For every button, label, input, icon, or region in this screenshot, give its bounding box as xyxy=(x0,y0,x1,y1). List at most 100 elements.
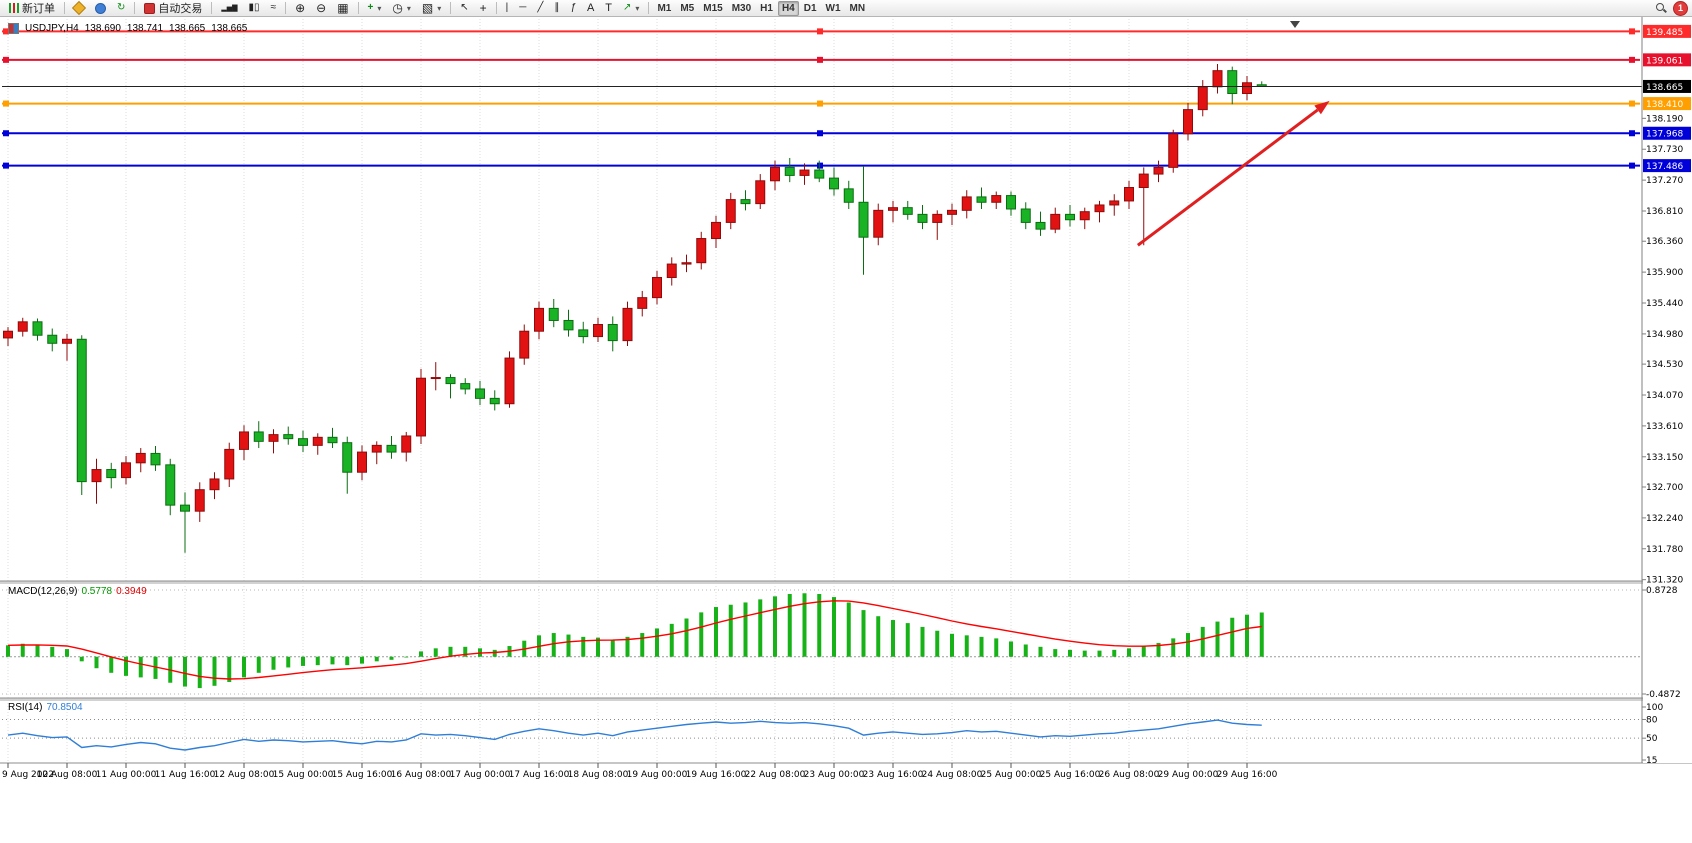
candle-body xyxy=(312,436,323,446)
candle-body xyxy=(62,338,72,344)
toolbar-separator xyxy=(648,2,650,14)
line-handle xyxy=(1629,56,1635,63)
timeframe-h1-button[interactable]: H1 xyxy=(756,1,777,16)
indicators-button[interactable]: + ▾ xyxy=(363,1,387,16)
zoom-out-button[interactable]: ⊖ xyxy=(311,1,331,16)
price-scale[interactable]: 138.190 137.730 137.270 136.810 136.360 135.9… xyxy=(1641,17,1692,766)
candle-body xyxy=(165,464,176,506)
vertical-line-tool-button[interactable]: | xyxy=(501,1,514,16)
time-axis-label: 29 Aug 00:00 xyxy=(1158,770,1219,780)
panel-splitters[interactable] xyxy=(0,580,1692,764)
time-axis-label: 9 Aug 2022 xyxy=(2,770,54,780)
line-handle xyxy=(3,56,9,63)
price-badge: 139.061 xyxy=(1643,53,1691,67)
chart-shift-marker[interactable] xyxy=(1290,21,1300,28)
channel-tool-button[interactable]: ∥ xyxy=(549,1,564,16)
toolbar: 新订单 ↻ 自动交易 ▂▅▇ ▮▯ ≈ ⊕ ⊖ ▦ + ▾ ◷ ▾ ▧ ▾ ↖ + |… xyxy=(0,0,1692,17)
candle-body xyxy=(3,330,13,339)
candle-body xyxy=(652,276,662,299)
line-chart-button[interactable]: ≈ xyxy=(266,1,282,16)
candle-body xyxy=(357,451,367,473)
macd-panel xyxy=(2,589,1640,695)
arrows-tool-button[interactable]: ↗ ▾ xyxy=(618,1,644,16)
candle-body xyxy=(947,209,957,215)
trendline-tool-button[interactable]: ╱ xyxy=(532,1,548,16)
text-label-tool-button[interactable]: T xyxy=(600,1,617,16)
market-watch-button[interactable] xyxy=(90,1,111,16)
toolbar-separator xyxy=(134,2,136,14)
candlestick-chart-button[interactable]: ▮▯ xyxy=(244,1,265,16)
fibonacci-tool-button[interactable]: ƒ xyxy=(565,1,581,16)
horizontal-lines[interactable] xyxy=(2,28,1640,169)
candle-body xyxy=(475,388,485,399)
price-scale-tick: 132.700 xyxy=(1646,483,1683,493)
periods-button[interactable]: ◷ ▾ xyxy=(387,1,416,16)
channel-icon: ∥ xyxy=(554,2,560,13)
templates-icon: ▧ xyxy=(421,1,434,15)
vertical-line-icon: | xyxy=(505,2,509,13)
market-watch-icon xyxy=(95,2,106,14)
candle-body xyxy=(1065,213,1075,221)
svg-text:137.486: 137.486 xyxy=(1646,162,1683,172)
text-tool-button[interactable]: A xyxy=(582,1,599,16)
timeframe-mn-button[interactable]: MN xyxy=(846,1,870,16)
macd-signal-value: 0.3949 xyxy=(116,586,147,597)
timeframe-m1-button[interactable]: M1 xyxy=(653,1,675,16)
timeframe-m15-button[interactable]: M15 xyxy=(699,1,726,16)
timeframe-w1-button[interactable]: W1 xyxy=(822,1,845,16)
timeframe-h4-button[interactable]: H4 xyxy=(777,0,799,16)
trendline-icon: ╱ xyxy=(537,2,544,13)
rsi-scale-label: 50 xyxy=(1646,734,1658,744)
search-button[interactable] xyxy=(1651,1,1672,16)
bar-chart-button[interactable]: ▂▅▇ xyxy=(216,1,242,16)
time-axis-label: 26 Aug 08:00 xyxy=(1099,770,1160,780)
cursor-button[interactable]: ↖ xyxy=(455,1,473,16)
candle-body xyxy=(1079,211,1090,221)
candle-body xyxy=(1050,213,1061,230)
hline-137.968[interactable] xyxy=(2,130,1640,137)
autotrading-icon xyxy=(144,2,156,14)
price-scale-tick: 131.780 xyxy=(1646,545,1683,555)
price-scale-tick: 134.070 xyxy=(1646,391,1683,401)
candle-body xyxy=(253,431,264,442)
price-badge: 139.485 xyxy=(1643,24,1691,38)
tile-windows-button[interactable]: ▦ xyxy=(332,1,353,16)
horizontal-line-tool-button[interactable]: ─ xyxy=(514,1,531,16)
line-handle xyxy=(817,130,823,137)
crosshair-button[interactable]: + xyxy=(475,1,492,16)
candle-body xyxy=(298,438,308,446)
candle-body xyxy=(622,307,633,342)
timeframe-m30-button[interactable]: M30 xyxy=(728,1,755,16)
new-order-button[interactable]: 新订单 xyxy=(4,1,60,16)
notification-badge[interactable]: 1 xyxy=(1673,0,1688,16)
rsi-scale-label: 80 xyxy=(1646,715,1658,725)
hline-139.485[interactable] xyxy=(2,28,1640,35)
hline-138.410[interactable] xyxy=(2,100,1640,107)
timeframe-m5-button[interactable]: M5 xyxy=(676,1,698,16)
low-value: 138.665 xyxy=(169,23,206,34)
autotrading-button[interactable]: 自动交易 xyxy=(139,1,207,16)
timeframe-d1-button[interactable]: D1 xyxy=(800,1,821,16)
hline-139.061[interactable] xyxy=(2,56,1640,63)
candle-body xyxy=(460,383,471,390)
templates-button[interactable]: ▧ ▾ xyxy=(417,1,446,16)
hline-137.486[interactable] xyxy=(2,162,1640,169)
candle-body xyxy=(194,489,205,512)
time-axis-label: 29 Aug 16:00 xyxy=(1217,770,1278,780)
candle-body xyxy=(342,442,353,473)
candle-body xyxy=(327,436,338,444)
candle-body xyxy=(416,377,426,437)
candle-body xyxy=(829,177,839,190)
zoom-in-button[interactable]: ⊕ xyxy=(290,1,310,16)
clock-icon: ◷ xyxy=(392,1,403,15)
candle-body xyxy=(563,319,574,331)
refresh-button[interactable]: ↻ xyxy=(112,1,130,16)
svg-text:139.061: 139.061 xyxy=(1646,56,1683,66)
trend-arrow[interactable] xyxy=(1136,100,1330,247)
metaeditor-button[interactable] xyxy=(69,0,89,16)
chart-canvas[interactable]: 138.190 137.730 137.270 136.810 136.360 135.9… xyxy=(0,17,1692,843)
symbol-icon xyxy=(8,23,19,34)
candle-body xyxy=(135,452,146,464)
macd-signal-line xyxy=(7,600,1262,680)
